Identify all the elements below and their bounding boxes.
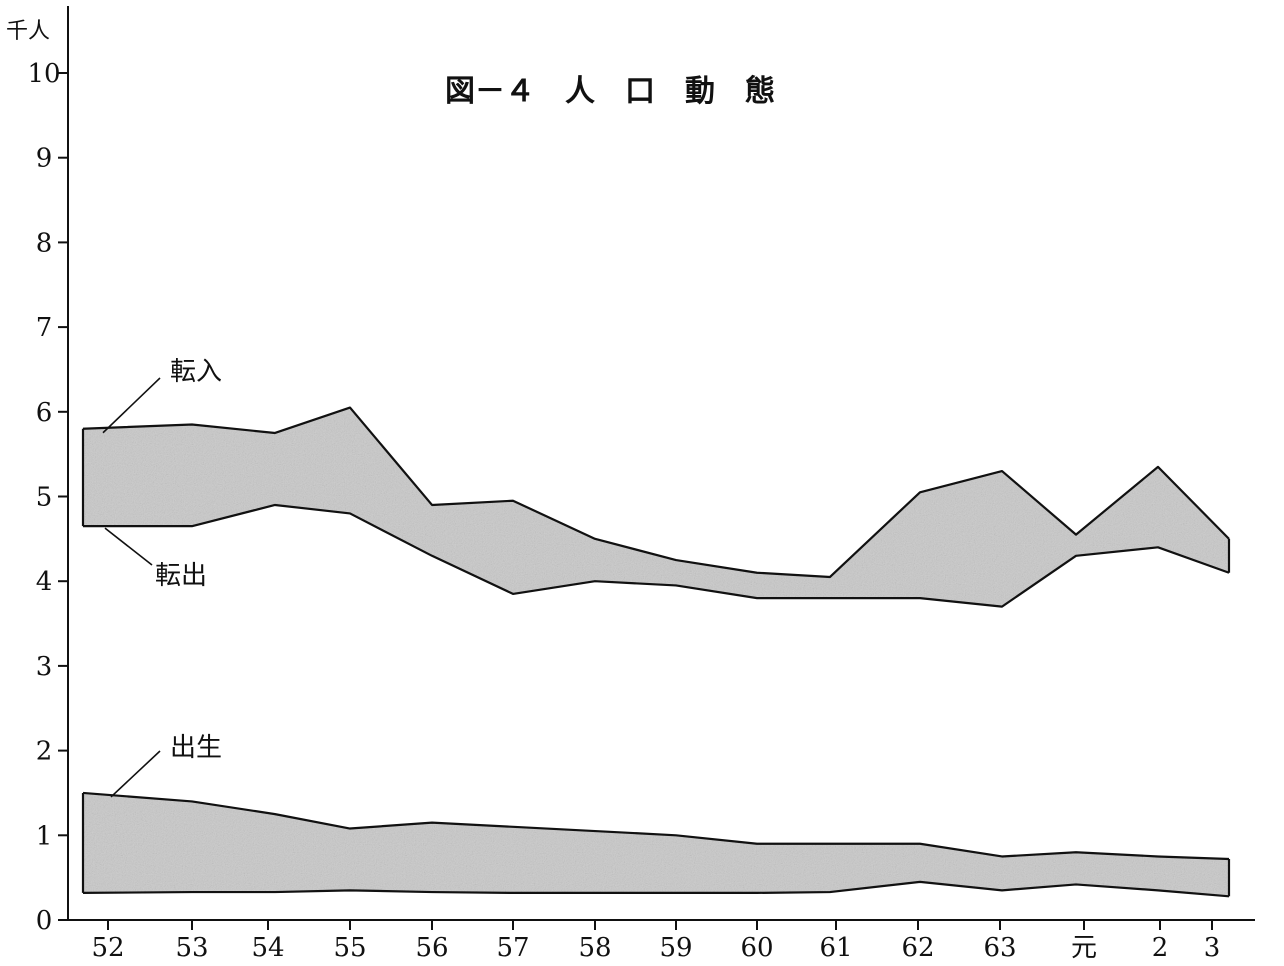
x-tick-label: 54 xyxy=(251,933,284,963)
migration-band-texture xyxy=(83,407,1229,607)
x-tick-label: 57 xyxy=(496,933,529,963)
y-tick-label: 4 xyxy=(36,567,53,597)
y-tick-label: 6 xyxy=(36,398,53,428)
y-axis-unit: 千人 xyxy=(6,19,50,44)
x-tick-label: 3 xyxy=(1204,933,1221,963)
x-tick-label: 2 xyxy=(1152,933,1169,963)
x-tick-label: 56 xyxy=(415,933,448,963)
x-tick-label: 53 xyxy=(175,933,208,963)
y-tick-label: 2 xyxy=(36,737,53,767)
x-tick-label: 58 xyxy=(578,933,611,963)
x-tick-label: 62 xyxy=(901,933,934,963)
chart-title: 図－４ 人 口 動 態 xyxy=(445,74,775,109)
births-label: 出生 xyxy=(170,733,222,763)
transfer-in-line xyxy=(82,406,1230,579)
transfer-out-leader-line xyxy=(104,527,153,566)
y-tick-label: 3 xyxy=(36,652,53,682)
x-tick-label: 52 xyxy=(91,933,124,963)
births-leader-line xyxy=(110,750,161,798)
births-band-texture xyxy=(83,792,1229,897)
transfer-in-leader-line xyxy=(102,377,161,434)
transfer-out-label: 転出 xyxy=(155,561,207,591)
y-tick-label: 1 xyxy=(36,821,53,851)
births-line xyxy=(82,791,1230,861)
x-tick-label: 63 xyxy=(983,933,1016,963)
y-tick-label: 8 xyxy=(36,228,53,258)
transfer-out-line xyxy=(83,503,1230,608)
y-tick-label: 9 xyxy=(36,144,53,174)
y-tick-label: 10 xyxy=(27,59,60,89)
x-tick-label: 61 xyxy=(819,933,852,963)
x-tick-label: 59 xyxy=(659,933,692,963)
y-tick-label: 5 xyxy=(36,483,53,513)
x-tick-label: 元 xyxy=(1071,933,1097,963)
births-baseline-line xyxy=(82,880,1230,898)
x-tick-label: 55 xyxy=(333,933,366,963)
transfer-in-label: 転入 xyxy=(170,357,222,387)
y-tick-label: 7 xyxy=(36,313,53,343)
y-tick-label: 0 xyxy=(36,906,53,936)
x-tick-label: 60 xyxy=(740,933,773,963)
